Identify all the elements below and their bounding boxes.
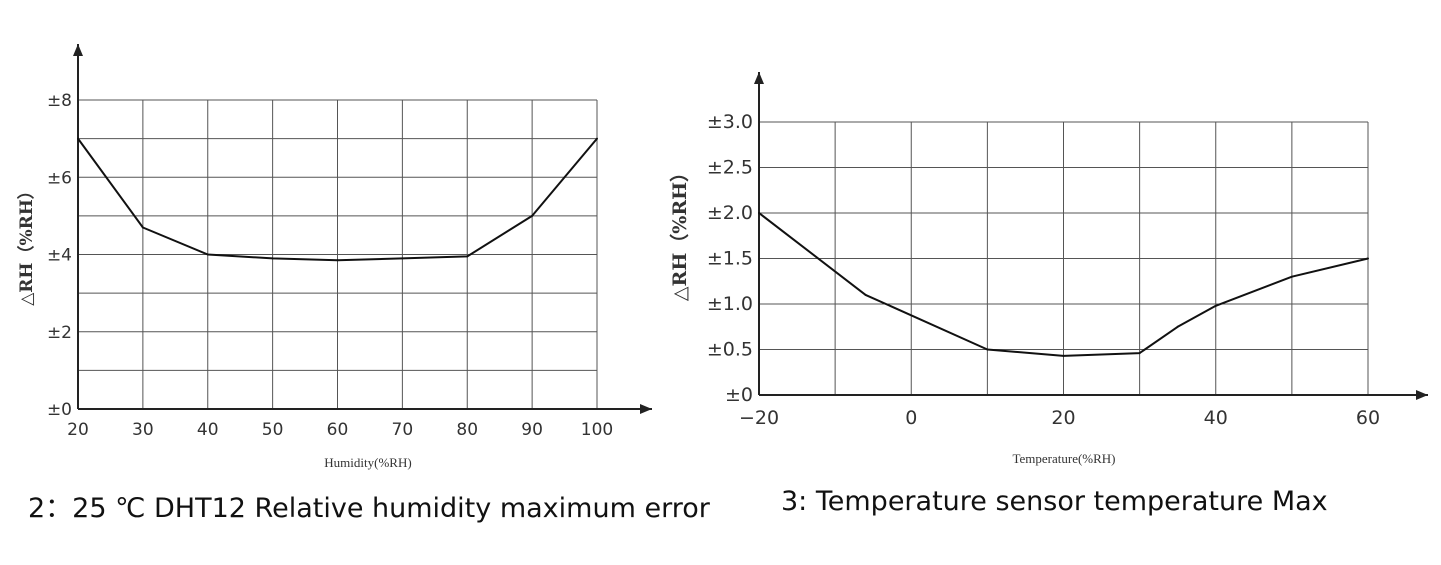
chart1-x-axis-title: Humidity(%RH): [324, 455, 411, 470]
chart1-data-point: [596, 137, 598, 140]
chart1-x-tick-label: 40: [197, 420, 219, 440]
chart2-data-point: [1214, 304, 1217, 307]
chart2-x-axis-title: Temperature(%RH): [1012, 451, 1115, 466]
chart1-x-tick-label: 20: [67, 420, 89, 440]
chart1-data-point: [401, 257, 404, 260]
chart2-x-tick-label: 0: [905, 407, 917, 429]
chart2-data-point: [1290, 275, 1293, 278]
chart2-x-tick-label: 40: [1204, 407, 1228, 429]
chart2-x-tick-label: 60: [1356, 407, 1380, 429]
chart2-x-axis-arrow: [1416, 390, 1428, 400]
chart1-x-tick-label: 60: [327, 420, 349, 440]
chart1-data-point: [466, 255, 469, 258]
chart1-data-point: [141, 226, 144, 229]
chart2-y-tick-label: ±2.0: [707, 202, 753, 224]
humidity-error-chart: ±0 ±2 ±4 ±6 ±8 20 30 40 50 60 70 80 90 100 Humidity(%R…: [16, 44, 652, 470]
chart1-x-tick-label: 80: [456, 420, 478, 440]
chart1-y-tick-label: ±4: [47, 246, 72, 266]
chart1-x-tick-label: 100: [581, 420, 613, 440]
chart1-data-point: [206, 253, 209, 256]
chart1-y-tick-label: ±2: [47, 323, 72, 343]
chart1-data-point: [271, 257, 274, 260]
chart1-y-axis-arrow: [73, 44, 83, 56]
chart2-x-tick-label: 20: [1051, 407, 1075, 429]
temperature-error-chart: ±0 ±0.5 ±1.0 ±1.5 ±2.0 ±2.5 ±3.0 −20 0 20 40 60 Temp…: [668, 72, 1428, 466]
chart1-y-axis-title: △RH（%RH）: [16, 182, 37, 306]
chart2-y-axis-title: △RH（%RH）: [668, 163, 691, 301]
chart2-data-point: [986, 348, 989, 351]
chart1-y-tick-label: ±0: [47, 400, 72, 420]
chart2-y-tick-label: ±0.5: [707, 339, 753, 361]
chart2-y-tick-label: ±0: [725, 384, 753, 406]
chart1-x-axis-arrow: [640, 404, 652, 414]
chart1-y-tick-label: ±6: [47, 168, 72, 188]
chart1-x-tick-label: 70: [392, 420, 414, 440]
chart2-y-tick-label: ±3.0: [707, 111, 753, 133]
chart2-data-point: [1176, 325, 1179, 328]
chart2-y-tick-label: ±1.0: [707, 293, 753, 315]
chart2-caption: 3: Temperature sensor temperature Max: [781, 486, 1328, 517]
chart2-data-point: [1062, 354, 1065, 357]
chart2-data-point: [758, 212, 760, 214]
chart1-x-tick-label: 30: [132, 420, 154, 440]
chart2-y-tick-label: ±1.5: [707, 248, 753, 270]
chart1-data-point: [77, 137, 79, 140]
chart2-data-point: [1138, 352, 1141, 355]
chart2-y-tick-label: ±2.5: [707, 157, 753, 179]
chart1-data-point: [531, 214, 534, 217]
chart2-y-axis-arrow: [754, 72, 764, 84]
chart1-data-point: [336, 259, 339, 262]
chart2-data-point: [1367, 257, 1369, 260]
chart1-x-tick-label: 90: [521, 420, 543, 440]
chart2-x-tick-label: −20: [739, 407, 779, 429]
chart1-x-tick-label: 50: [262, 420, 284, 440]
chart1-caption: 2：25 ℃ DHT12 Relative humidity maximum e…: [28, 493, 710, 524]
chart2-data-point: [864, 293, 867, 296]
chart1-y-tick-label: ±8: [47, 91, 72, 111]
